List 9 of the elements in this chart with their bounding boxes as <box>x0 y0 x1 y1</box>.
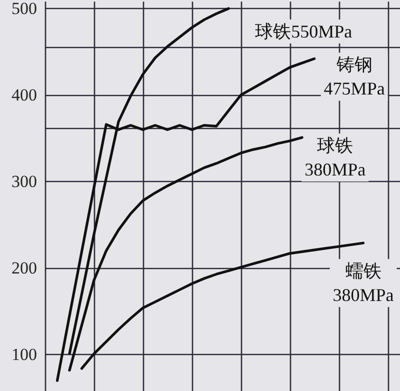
y-tick-label: 100 <box>12 345 37 364</box>
y-tick-label: 200 <box>12 258 37 278</box>
series-label: 铸钢 475MPa <box>324 54 385 99</box>
series-label: 球铁 380MPa <box>304 135 366 180</box>
y-tick-label: 300 <box>12 172 37 192</box>
series-label: 球铁550MPa <box>255 22 352 42</box>
y-tick-label: 400 <box>12 86 37 105</box>
series-label: 蠕铁 380MPa <box>332 261 394 306</box>
y-tick-label: 500 <box>12 0 37 18</box>
